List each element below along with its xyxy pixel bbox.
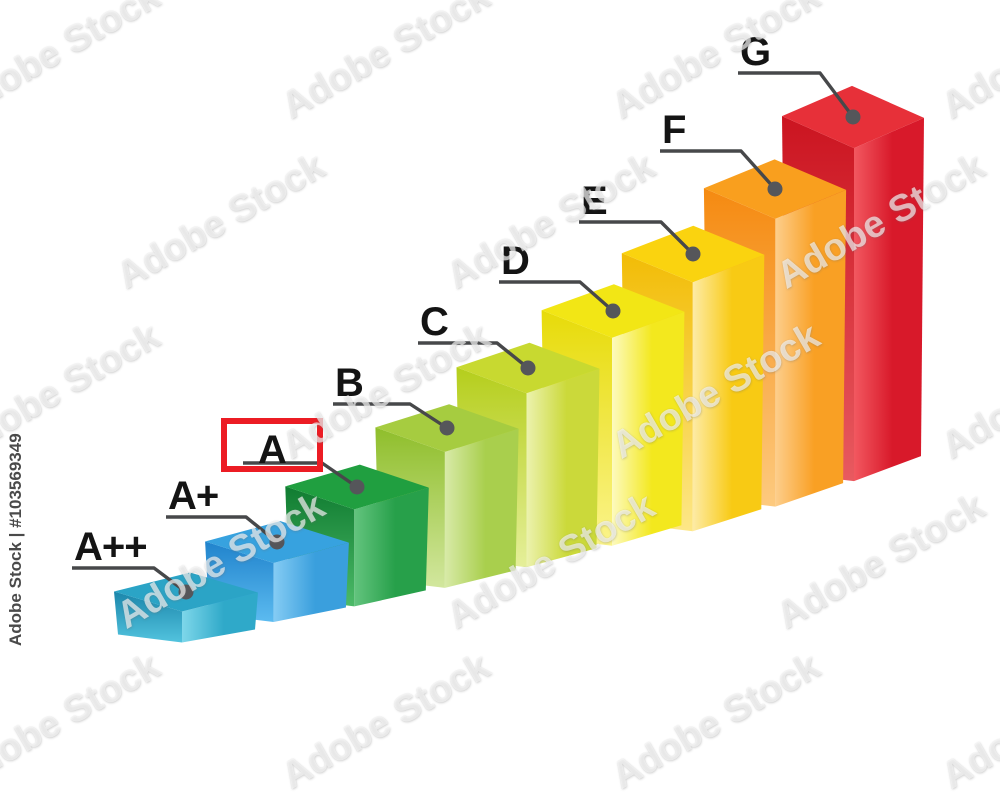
bar-front-face	[114, 591, 182, 643]
leader-dot-A	[349, 479, 365, 495]
leader-line-A++	[72, 566, 188, 594]
leader-line-A+	[166, 515, 279, 544]
bar-side-face	[354, 487, 429, 607]
watermark-tile: Adobe Stock	[274, 644, 497, 798]
bar-side-face	[775, 189, 847, 507]
bar-side-face	[692, 254, 765, 532]
leader-dot-F	[767, 181, 783, 197]
leader-line-F	[660, 149, 777, 191]
leader-dot-D	[605, 303, 621, 319]
bar-side-face	[444, 428, 519, 588]
watermark-tile: Adobe Stock	[0, 644, 167, 798]
bar-side-face	[526, 368, 600, 568]
bar-side-face	[612, 311, 685, 546]
leader-dot-A++	[178, 584, 194, 600]
leader-dot-B	[439, 420, 455, 436]
leader-dot-C	[520, 360, 536, 376]
bars-canvas	[72, 71, 924, 643]
bar-side-face	[273, 542, 349, 622]
bar-side-face	[182, 592, 258, 643]
leader-dot-E	[685, 246, 701, 262]
leader-line-B	[333, 402, 448, 430]
leader-line-E	[579, 220, 695, 256]
bar-side-face	[854, 117, 924, 482]
leader-line-D	[499, 280, 615, 313]
watermark-tile: Adobe Stock	[604, 644, 827, 798]
leader-line-G	[738, 71, 855, 119]
leader-dot-A+	[269, 534, 285, 550]
watermark-tile: Adobe Stock	[934, 645, 1000, 798]
leader-dot-G	[845, 109, 861, 125]
bar-A+	[205, 521, 349, 622]
leader-line-C	[418, 341, 530, 370]
